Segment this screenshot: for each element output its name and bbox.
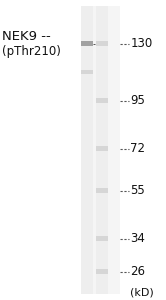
Bar xyxy=(81,41,93,46)
Bar xyxy=(96,269,108,274)
Text: 72: 72 xyxy=(130,142,145,155)
Bar xyxy=(96,98,108,103)
Text: 26: 26 xyxy=(130,265,145,278)
Bar xyxy=(81,70,93,74)
Text: (kD): (kD) xyxy=(130,287,154,298)
Text: NEK9 --: NEK9 -- xyxy=(2,29,50,43)
Bar xyxy=(96,146,108,151)
Text: 95: 95 xyxy=(130,94,145,107)
Bar xyxy=(81,6,120,294)
Bar xyxy=(96,41,108,46)
Bar xyxy=(96,188,108,193)
Bar xyxy=(96,236,108,241)
Text: 34: 34 xyxy=(130,232,145,245)
Text: (pThr210): (pThr210) xyxy=(2,44,61,58)
Bar xyxy=(96,6,108,294)
Text: 55: 55 xyxy=(130,184,145,197)
Bar xyxy=(81,6,93,294)
Text: 130: 130 xyxy=(130,37,153,50)
